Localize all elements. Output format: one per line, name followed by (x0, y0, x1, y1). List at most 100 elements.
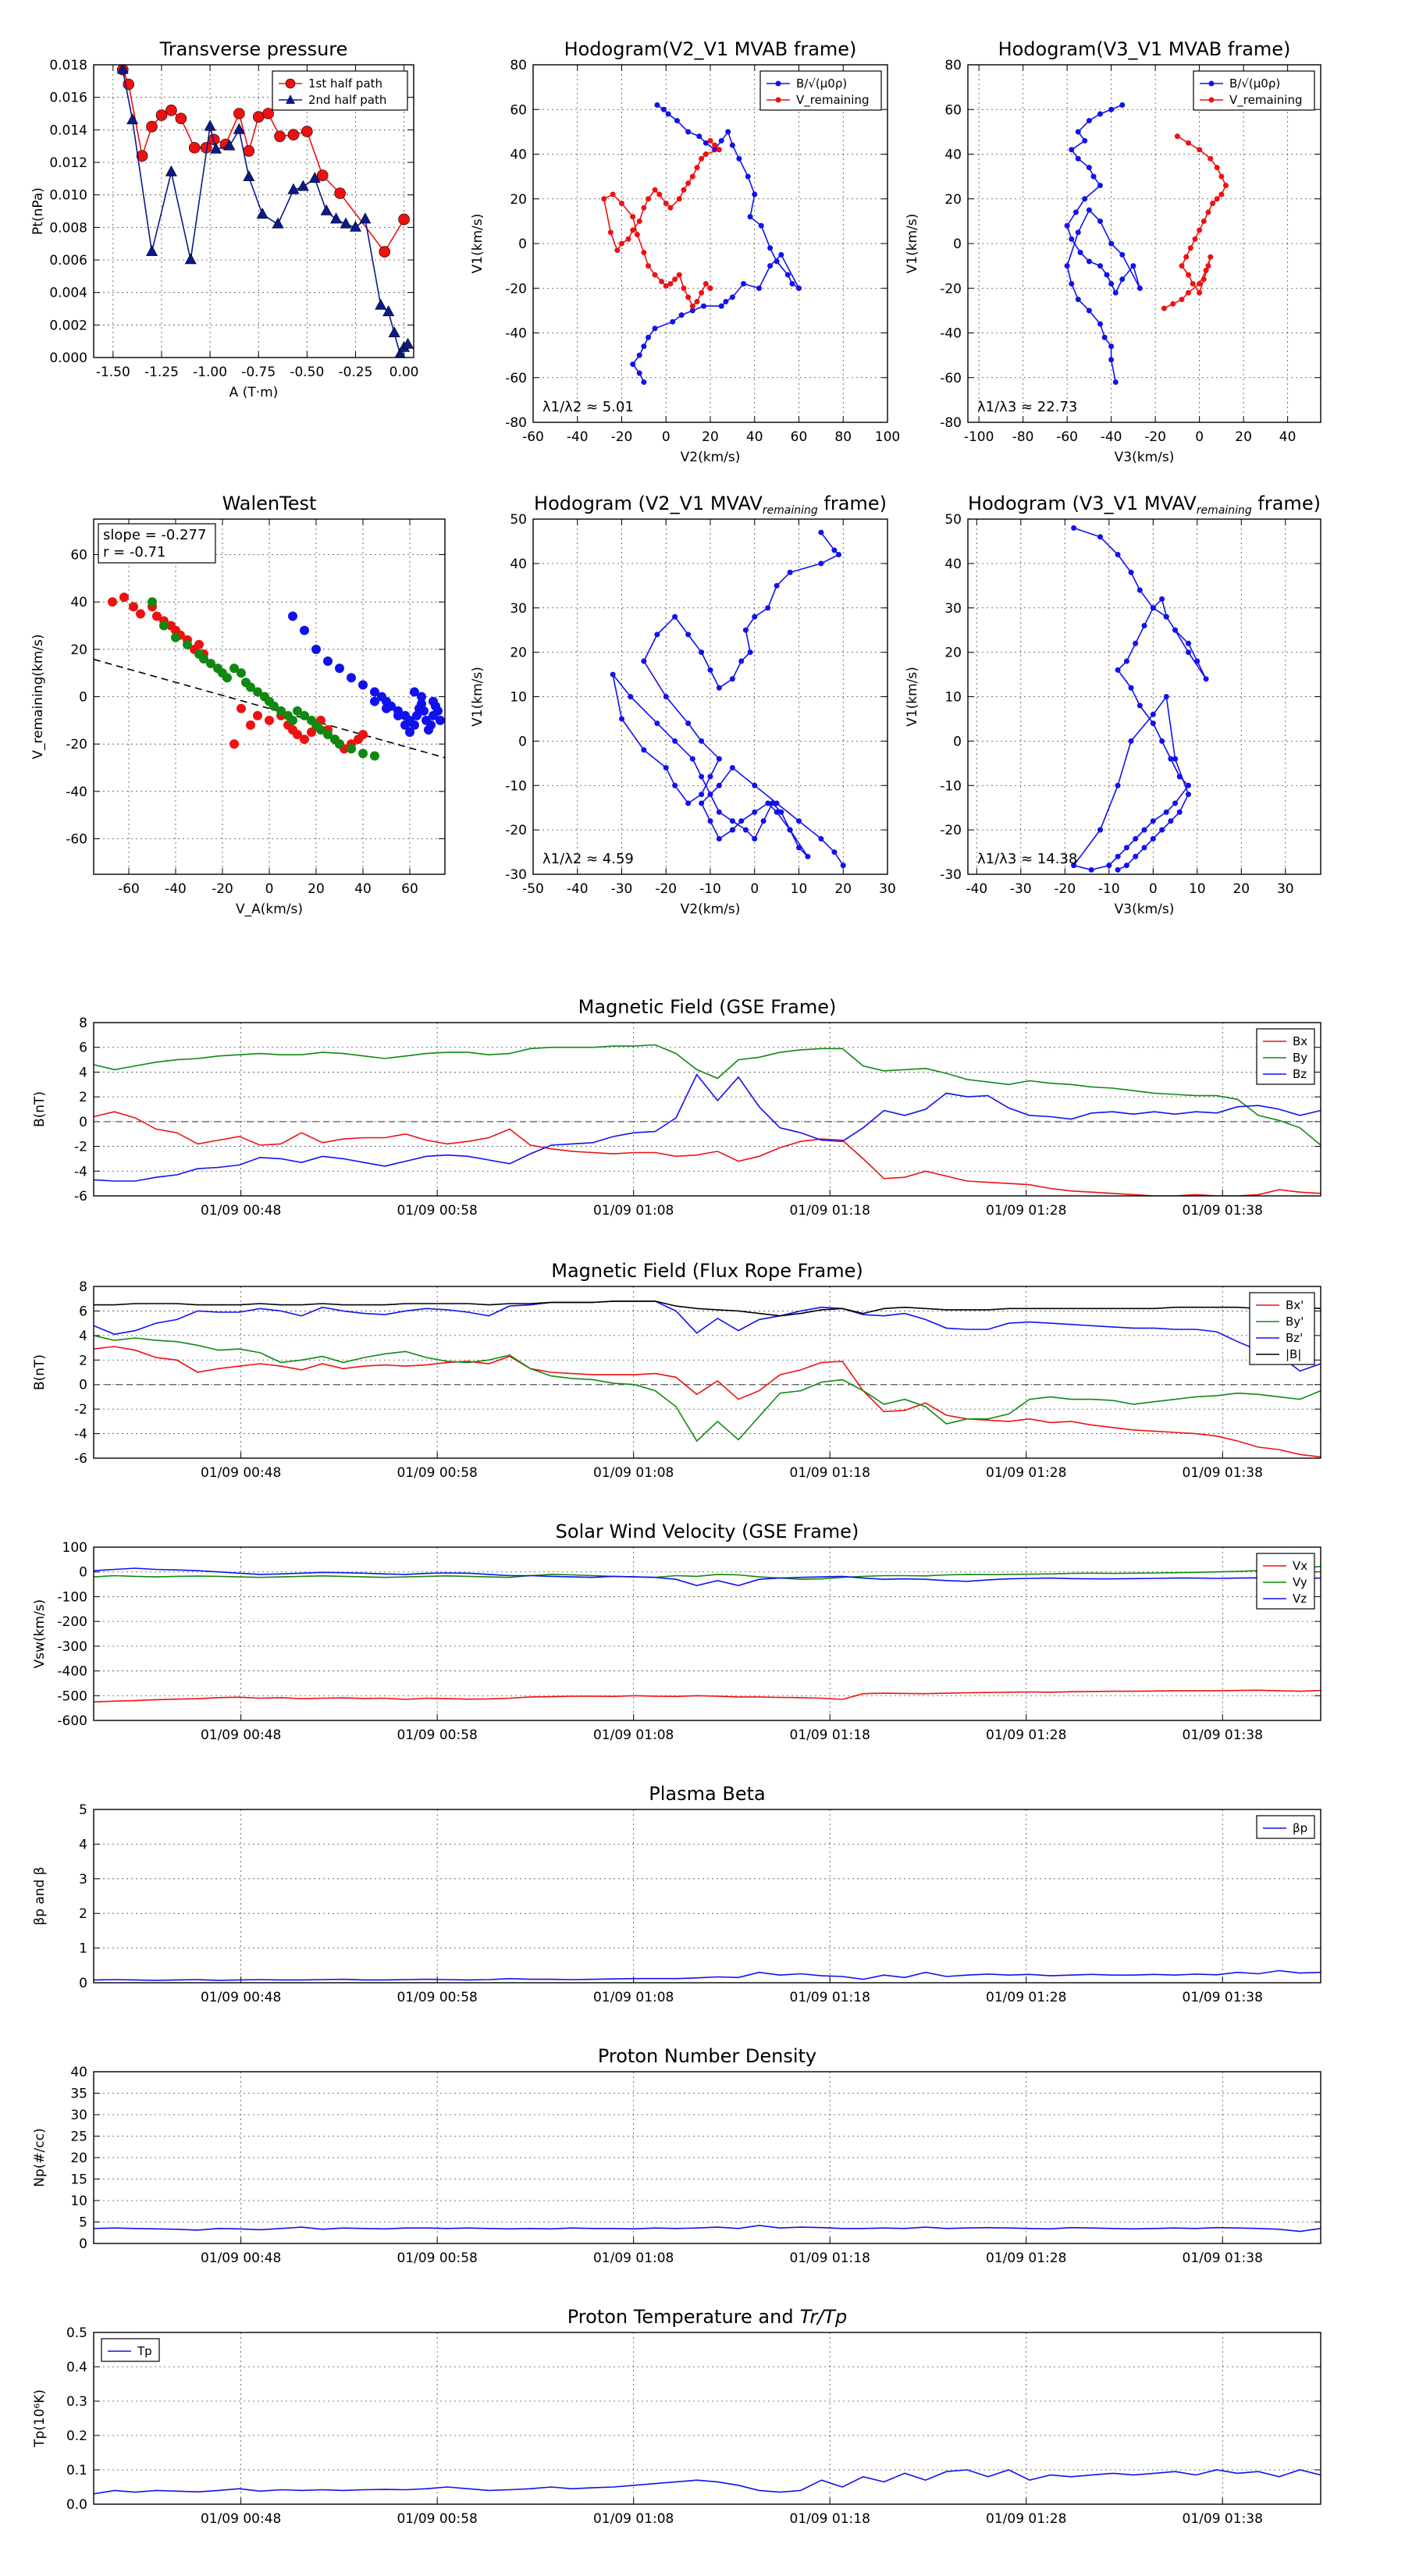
data-point (756, 285, 762, 291)
y-tick-label: 0 (79, 1115, 87, 1130)
data-point (685, 294, 692, 301)
x-tick-label: 20 (1232, 881, 1250, 897)
data-point (716, 685, 722, 691)
data-point (1104, 272, 1110, 278)
data-point (116, 65, 129, 74)
data-point (630, 214, 636, 220)
data-point (796, 285, 802, 291)
plot-frame (967, 518, 1321, 875)
data-point (1077, 249, 1083, 255)
y-tick-label: 0.5 (66, 2325, 87, 2341)
plot-area (94, 1044, 1321, 1196)
data-point (707, 818, 713, 824)
data-point (729, 765, 735, 770)
data-point (204, 119, 216, 131)
data-point (1097, 111, 1103, 117)
x-tick-label: 0 (1195, 429, 1204, 445)
data-point (370, 687, 379, 697)
data-point (670, 318, 676, 325)
data-point (300, 625, 309, 635)
data-point (1108, 357, 1115, 363)
chart-title-subscript: remaining (1197, 504, 1252, 517)
chart-title: Hodogram(V2_V1 MVAB frame) (564, 38, 857, 60)
data-point (1186, 782, 1191, 788)
data-point (1176, 809, 1183, 815)
data-point (663, 283, 669, 289)
data-point (119, 592, 129, 603)
data-point (774, 809, 780, 815)
plot-frame (93, 1546, 1321, 1721)
data-point (1086, 308, 1092, 314)
data-point (320, 204, 333, 215)
data-point (1133, 836, 1139, 841)
legend-marker (286, 94, 295, 104)
y-axis-label: B(nT) (32, 1354, 48, 1390)
data-point (1086, 258, 1092, 265)
plot-frame (93, 2332, 1321, 2505)
data-point (412, 710, 422, 720)
x-tick-label: 40 (746, 429, 763, 445)
data-point (774, 258, 780, 265)
plot-area (94, 592, 445, 761)
data-point (1200, 218, 1207, 224)
plot-area (94, 1565, 1321, 1703)
annotation-text: slope = -0.277 (103, 527, 206, 543)
data-point (1072, 209, 1079, 215)
plot-area (1064, 102, 1229, 385)
data-point (417, 692, 426, 702)
data-point (619, 716, 624, 722)
data-point (641, 249, 647, 255)
series-line-series-0 (612, 532, 844, 866)
chart-title-end: frame) (818, 493, 887, 514)
panel-proton-temperature: 0.0 0.1 0.2 0.3 0.4 0.5 01/09 00:48 01/09 00:58… (32, 2306, 1321, 2527)
x-tick-label: 01/09 00:48 (201, 1727, 281, 1743)
data-point (1133, 853, 1139, 859)
x-tick-label: 0 (750, 881, 759, 897)
panel-walen-test: -60 -40 -20 0 20 40 60 -60 -40 -20 0 20 40 60 WalenTes… (30, 493, 446, 917)
y-tick-label: 0.000 (49, 350, 87, 366)
y-axis-label: V1(km/s) (905, 214, 920, 274)
x-tick-label: 60 (401, 881, 418, 897)
data-point (1172, 800, 1179, 806)
data-point (646, 334, 652, 340)
data-point (1112, 290, 1119, 296)
data-point (293, 706, 302, 716)
data-point (1197, 227, 1203, 233)
data-point (340, 217, 352, 229)
x-tick-label: 01/09 00:48 (201, 2511, 281, 2527)
x-axis-label: V_A(km/s) (236, 902, 303, 917)
x-tick-label: -40 (1101, 429, 1122, 445)
chart-title: Transverse pressure (159, 38, 348, 60)
data-point (199, 653, 208, 664)
data-point (729, 142, 735, 148)
data-point (707, 667, 713, 673)
data-point (1075, 297, 1081, 303)
data-point (659, 279, 665, 285)
data-point (402, 337, 414, 349)
y-tick-label: 8 (79, 1279, 87, 1295)
chart-title: Magnetic Field (Flux Rope Frame) (551, 1260, 863, 1282)
data-point (681, 285, 687, 291)
data-point (272, 217, 284, 229)
data-point (699, 290, 705, 296)
data-point (702, 140, 709, 146)
plot-area (94, 2469, 1321, 2495)
y-tick-label: -100 (57, 1589, 87, 1605)
data-point (736, 155, 742, 162)
y-tick-label: -6 (74, 1451, 87, 1467)
data-point (335, 739, 344, 749)
data-point (729, 676, 735, 682)
data-point (1150, 720, 1156, 727)
data-point (1130, 263, 1136, 269)
x-tick-label: -40 (966, 881, 987, 897)
data-point (636, 352, 642, 358)
data-point (1208, 155, 1214, 162)
x-tick-label: 01/09 01:08 (593, 1465, 674, 1481)
chart-title: Hodogram (V3_V1 MVAVremaining frame) (968, 493, 1321, 517)
plot-frame (93, 1809, 1321, 1984)
legend-box (1193, 70, 1315, 111)
legend-marker (775, 97, 781, 103)
data-point (262, 108, 274, 119)
data-point (699, 800, 705, 806)
data-point (1069, 236, 1075, 242)
